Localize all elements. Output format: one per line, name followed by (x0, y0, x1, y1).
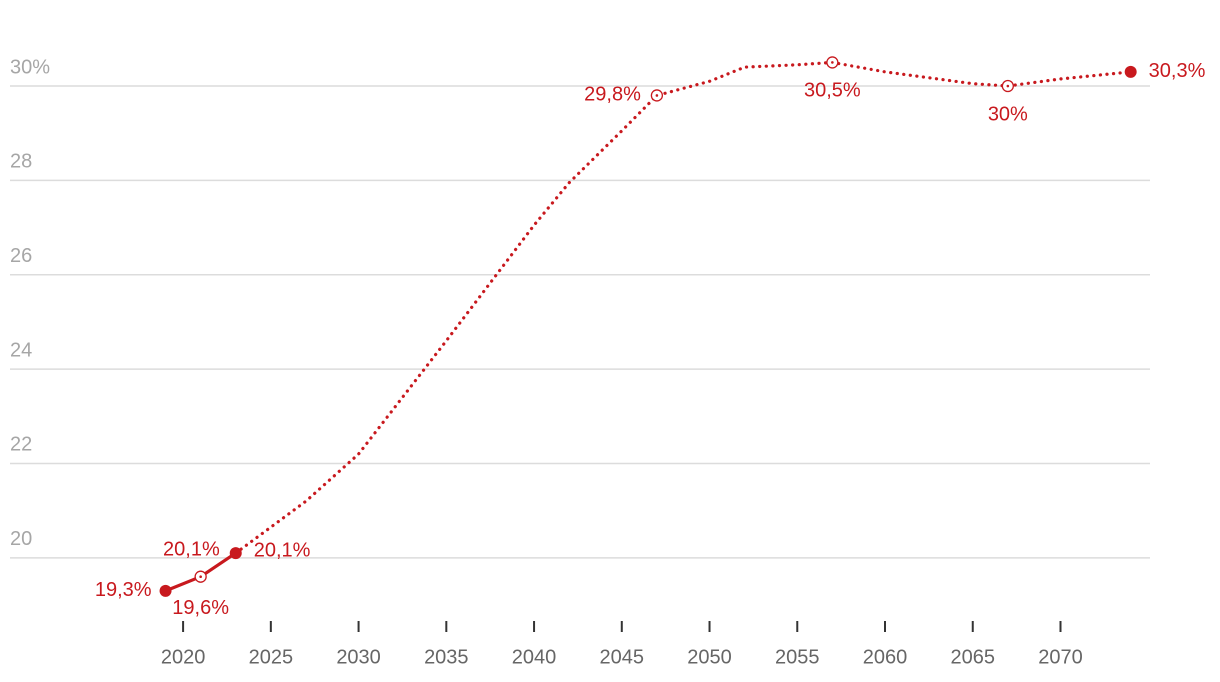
x-tick-label: 2050 (687, 646, 732, 668)
y-tick-label: 24 (10, 339, 32, 361)
x-tick-label: 2020 (161, 646, 206, 668)
x-tick-label: 2040 (512, 646, 557, 668)
point-marker (159, 584, 172, 597)
data-label: 19,3% (95, 579, 152, 601)
data-label: 29,8% (584, 84, 641, 106)
data-label: 19,6% (172, 597, 229, 619)
point-marker-dot (199, 575, 202, 578)
point-marker-dot (1006, 84, 1010, 88)
x-tick-label: 2065 (950, 646, 995, 668)
x-tick-label: 2055 (775, 646, 820, 668)
point-marker (229, 547, 242, 560)
y-tick-label: 20 (10, 528, 32, 550)
data-label: 30,5% (804, 80, 861, 102)
y-tick-label: 30% (10, 56, 50, 78)
x-tick-label: 2030 (336, 646, 381, 668)
x-tick-label: 2045 (600, 646, 645, 668)
x-tick-label: 2060 (863, 646, 908, 668)
y-tick-label: 22 (10, 434, 32, 456)
series-line (234, 60, 1133, 555)
point-marker-dot (831, 61, 834, 64)
x-tick-label: 2070 (1038, 646, 1083, 668)
data-label: 30% (988, 103, 1028, 125)
point-marker-dot (655, 94, 659, 97)
y-tick-label: 26 (10, 245, 32, 267)
data-label: 20,1% (254, 539, 311, 561)
x-tick-label: 2025 (249, 646, 294, 668)
data-label: 30,3% (1149, 60, 1206, 82)
point-marker (1124, 65, 1137, 78)
x-tick-label: 2035 (424, 646, 469, 668)
data-label: 20,1% (163, 538, 220, 560)
y-tick-label: 28 (10, 151, 32, 173)
